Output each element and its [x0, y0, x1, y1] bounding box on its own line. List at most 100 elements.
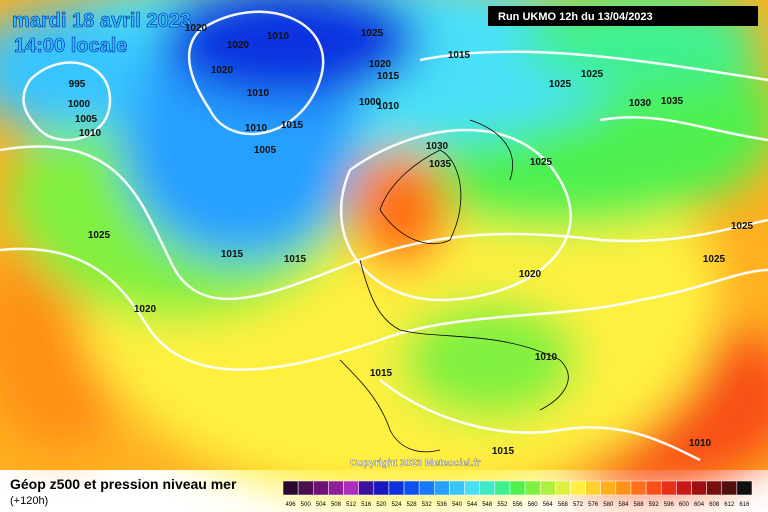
isobar-label: 1010: [245, 123, 268, 134]
scale-label: 604: [694, 502, 705, 508]
scale-swatch: [509, 480, 526, 496]
isobar-label: 1005: [75, 114, 98, 125]
run-info: Run UKMO 12h du 13/04/2023: [498, 11, 653, 23]
scale-label: 572: [573, 502, 584, 508]
scale-swatch: [464, 480, 480, 496]
scale-label: 556: [512, 502, 523, 508]
scale-swatch: [721, 480, 738, 496]
scale-swatch: [736, 480, 753, 496]
scale-swatch: [449, 480, 465, 496]
isobar-label: 1020: [185, 23, 208, 34]
scale-label: 536: [437, 502, 448, 508]
isobar-label: 1015: [284, 254, 307, 265]
scale-label: 560: [528, 502, 539, 508]
forecast-lead: (+120h): [10, 495, 48, 507]
scale-swatch: [676, 480, 692, 496]
scale-label: 528: [407, 502, 418, 508]
scale-swatch: [691, 480, 707, 496]
scale-swatch: [343, 480, 359, 496]
scale-label: 504: [316, 502, 327, 508]
scale-swatch: [328, 480, 344, 496]
scale-label: 576: [588, 502, 599, 508]
map-time: 14:00 locale: [14, 35, 127, 57]
isobar-label: 1010: [267, 31, 290, 42]
isobar-label: 1025: [731, 221, 754, 232]
map-field: [0, 0, 768, 500]
scale-label: 520: [376, 502, 387, 508]
isobar-label: 1010: [535, 352, 558, 363]
scale-label: 508: [331, 502, 342, 508]
scale-label: 500: [301, 502, 312, 508]
scale-label: 512: [346, 502, 357, 508]
color-scale: 496 500 504 508 512 516 520 524 528 532 536 540 544 5…: [282, 480, 753, 508]
isobar-label: 1025: [530, 157, 553, 168]
isobar-label: 1015: [492, 446, 515, 457]
scale-swatch: [282, 480, 299, 496]
isobar-label: 1015: [221, 249, 244, 260]
isobar-label: 1025: [549, 79, 572, 90]
legend-title: Géop z500 et pression niveau mer: [10, 476, 237, 492]
scale-label: 564: [543, 502, 554, 508]
isobar-label: 1030: [426, 141, 449, 152]
scale-label: 552: [497, 502, 508, 508]
scale-swatch: [313, 480, 329, 496]
isobar-label: 1010: [247, 88, 270, 99]
isobar-label: 1015: [281, 120, 304, 131]
run-box: [488, 6, 758, 26]
scale-label: 516: [361, 502, 372, 508]
scale-label: 592: [649, 502, 660, 508]
isobar-label: 1025: [581, 69, 604, 80]
isobar-label: 995: [69, 79, 86, 90]
scale-label: 616: [739, 502, 750, 508]
scale-label: 544: [467, 502, 478, 508]
scale-swatch: [645, 480, 662, 496]
isobar-label: 1030: [629, 98, 652, 109]
scale-label: 584: [618, 502, 629, 508]
isobar-label: 1000: [68, 99, 91, 110]
scale-swatch: [555, 480, 571, 496]
scale-label: 524: [391, 502, 402, 508]
scale-swatch: [600, 480, 617, 496]
isobar-label: 1010: [377, 101, 400, 112]
map-date: mardi 18 avril 2023: [12, 10, 191, 32]
scale-swatch: [570, 480, 586, 496]
isobar-label: 1010: [689, 438, 712, 449]
scale-label: 588: [634, 502, 645, 508]
isobar-label: 1015: [448, 50, 471, 61]
scale-label: 596: [664, 502, 675, 508]
scale-swatch: [660, 480, 677, 496]
isobar-label: 1000: [359, 97, 382, 108]
isobar-label: 1035: [661, 96, 684, 107]
copyright: Copyright 2023 Meteociel.fr: [350, 458, 481, 469]
scale-label: 608: [709, 502, 720, 508]
scale-swatch: [630, 480, 647, 496]
scale-swatch: [358, 480, 375, 496]
scale-label: 532: [422, 502, 433, 508]
isobar-label: 1005: [254, 145, 277, 156]
scale-swatch: [615, 480, 632, 496]
scale-swatch: [494, 480, 511, 496]
isobar-label: 1035: [429, 159, 452, 170]
scale-label: 580: [603, 502, 614, 508]
scale-swatch: [479, 480, 496, 496]
scale-swatch: [403, 480, 420, 496]
isobar-label: 1020: [211, 65, 234, 76]
scale-label: 568: [558, 502, 569, 508]
isobar-label: 1020: [369, 59, 392, 70]
scale-label: 540: [452, 502, 463, 508]
scale-swatch: [373, 480, 390, 496]
scale-label: 548: [482, 502, 493, 508]
scale-swatch: [524, 480, 541, 496]
scale-swatch: [388, 480, 405, 496]
scale-swatch: [706, 480, 722, 496]
scale-swatch: [418, 480, 435, 496]
isobar-label: 1015: [377, 71, 400, 82]
isobar-label: 1025: [703, 254, 726, 265]
isobar-label: 1010: [79, 128, 102, 139]
isobar-label: 1025: [361, 28, 384, 39]
isobar-label: 1020: [134, 304, 157, 315]
scale-swatch: [539, 480, 556, 496]
isobar-label: 1020: [519, 269, 542, 280]
isobar-label: 1015: [370, 368, 393, 379]
